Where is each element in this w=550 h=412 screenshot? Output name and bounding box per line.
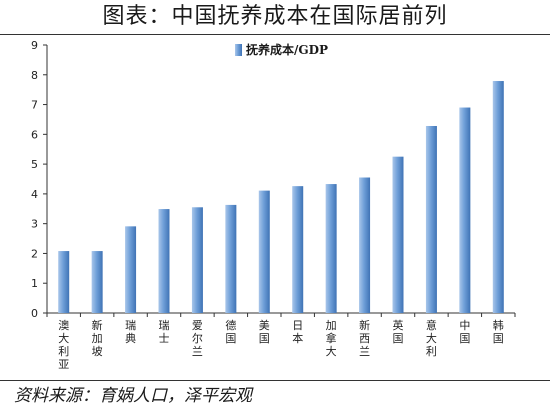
- chart-legend: 抚养成本/GDP: [235, 42, 328, 57]
- bar: [91, 251, 103, 313]
- x-category-label: 瑞典: [125, 318, 136, 345]
- bar: [225, 204, 237, 313]
- title-divider: [0, 34, 550, 35]
- bar: [425, 125, 437, 314]
- x-category-label: 德国: [225, 318, 236, 345]
- legend-swatch: [235, 44, 242, 56]
- source-divider: [0, 380, 550, 381]
- y-tick-label: 8: [31, 69, 38, 82]
- y-tick-label: 0: [31, 307, 38, 320]
- bar: [125, 226, 137, 313]
- bar: [325, 184, 337, 313]
- y-tick-label: 6: [31, 128, 38, 141]
- x-category-label: 美国: [259, 319, 270, 345]
- bar: [191, 207, 203, 313]
- x-category-label: 澳大利亚: [58, 319, 69, 371]
- bar: [58, 251, 70, 313]
- legend-label: 抚养成本/GDP: [246, 42, 328, 57]
- x-category-label: 新加坡: [92, 318, 103, 358]
- x-category-label: 新西兰: [359, 318, 370, 358]
- x-category-label: 日本: [292, 319, 303, 345]
- y-tick-label: 4: [31, 188, 38, 201]
- chart-bars: [58, 81, 504, 314]
- y-axis-ticks: 0 1 2 3 4 5 6 7 8 9: [31, 39, 47, 320]
- bar: [292, 186, 304, 313]
- y-tick-label: 2: [31, 247, 38, 260]
- y-tick-label: 7: [31, 99, 38, 112]
- bar: [359, 177, 371, 313]
- page-title: 图表：中国抚养成本在国际居前列: [102, 4, 448, 29]
- x-category-label: 爱尔兰: [192, 319, 203, 358]
- y-tick-label: 3: [31, 218, 38, 231]
- bar: [158, 209, 170, 313]
- bar: [492, 81, 504, 313]
- bar: [392, 156, 404, 313]
- bar: [459, 107, 471, 314]
- x-category-label: 中国: [459, 319, 470, 345]
- y-tick-label: 9: [31, 39, 38, 52]
- y-tick-label: 5: [31, 158, 38, 171]
- chart-axes: [46, 45, 516, 317]
- x-category-label: 加拿大: [326, 319, 337, 358]
- y-tick-label: 1: [31, 277, 38, 290]
- source-note: 资料来源：育娲人口，泽平宏观: [14, 386, 252, 406]
- x-category-label: 意大利: [426, 318, 437, 358]
- x-category-label: 韩国: [493, 318, 504, 345]
- x-category-label: 英国: [393, 318, 404, 345]
- x-category-label: 瑞士: [159, 318, 170, 345]
- bar: [258, 190, 270, 313]
